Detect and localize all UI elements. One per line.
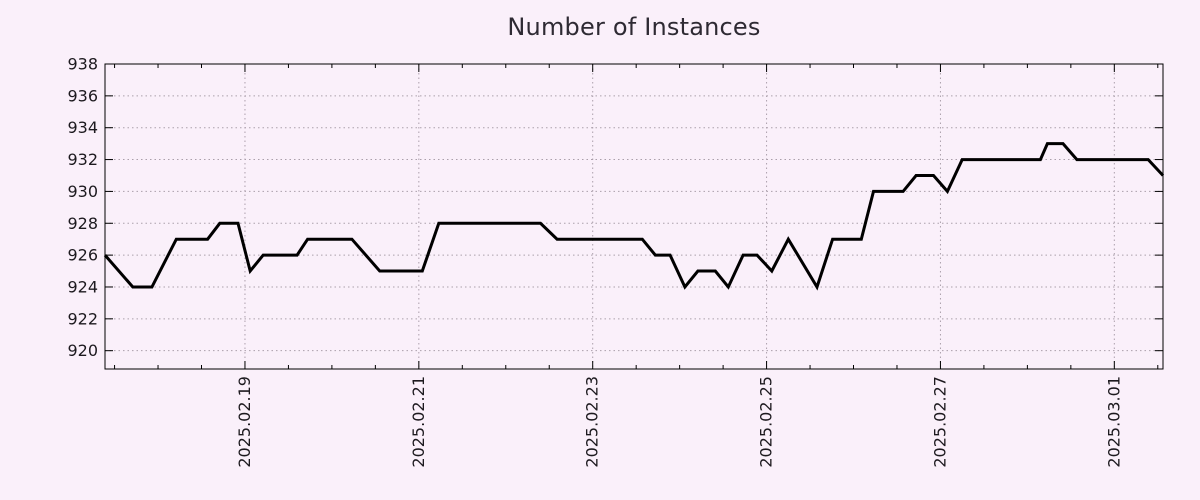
y-tick-label: 922: [67, 309, 98, 328]
y-tick-label: 934: [67, 118, 98, 137]
y-tick-label: 924: [67, 277, 98, 296]
y-tick-label: 930: [67, 182, 98, 201]
chart-title: Number of Instances: [507, 13, 761, 41]
x-tick-label: 2025.02.23: [583, 376, 602, 468]
y-tick-label: 932: [67, 150, 98, 169]
x-tick-label: 2025.02.25: [757, 376, 776, 468]
x-tick-label: 2025.02.27: [930, 376, 949, 468]
y-tick-label: 928: [67, 214, 98, 233]
x-tick-label: 2025.03.01: [1104, 376, 1123, 468]
plot-border: [104, 63, 1164, 370]
x-tick-label: 2025.02.19: [235, 376, 254, 468]
y-tick-label: 920: [67, 341, 98, 360]
y-tick-label: 938: [67, 55, 98, 74]
data-line-instances: [103, 142, 1165, 291]
y-tick-label: 936: [67, 86, 98, 105]
x-tick-label: 2025.02.21: [409, 376, 428, 468]
y-tick-label: 926: [67, 246, 98, 265]
